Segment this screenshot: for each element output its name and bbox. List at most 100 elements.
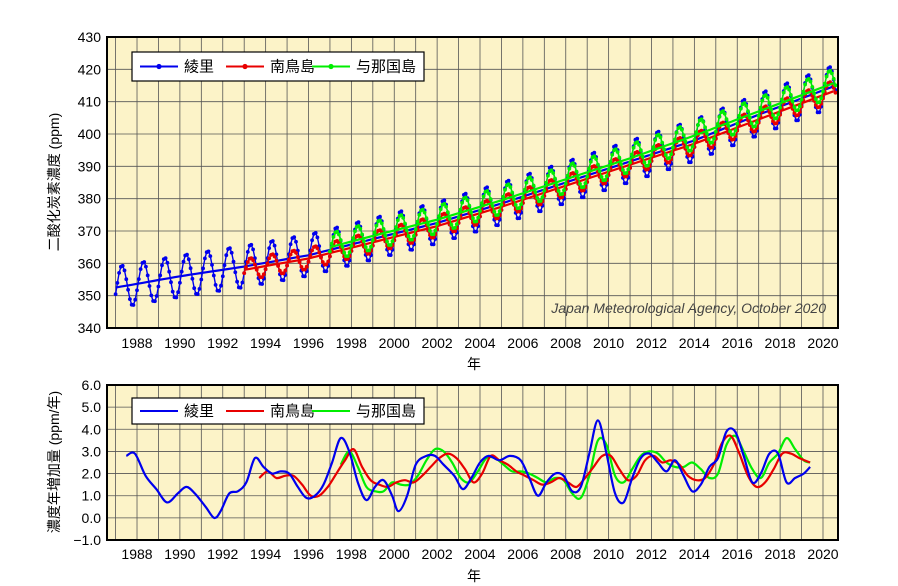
series-point-1	[688, 153, 693, 158]
series-point-2	[672, 137, 677, 142]
legend-label-1: 南鳥島	[270, 58, 315, 76]
series-point-2	[428, 228, 432, 233]
series-point-2	[746, 109, 750, 113]
series-point-1	[267, 256, 272, 261]
series-point-1	[431, 235, 436, 240]
x-tick-label: 1998	[336, 546, 367, 562]
series-point-0	[635, 136, 640, 141]
series-point-0	[345, 264, 350, 268]
series-point-2	[546, 173, 550, 178]
series-point-2	[680, 127, 684, 132]
series-point-2	[715, 122, 720, 126]
series-point-2	[362, 239, 366, 244]
series-point-0	[185, 252, 189, 257]
series-point-2	[508, 185, 513, 189]
y-tick-label: 1.0	[82, 488, 102, 504]
series-point-0	[324, 269, 329, 274]
series-point-2	[345, 254, 350, 258]
series-point-1	[287, 257, 291, 262]
series-point-2	[710, 140, 715, 145]
series-point-2	[799, 97, 804, 102]
series-point-2	[578, 182, 582, 186]
series-point-0	[145, 273, 150, 278]
x-tick-label: 2014	[679, 546, 710, 562]
series-point-0	[549, 164, 554, 169]
series-point-2	[592, 154, 597, 159]
series-point-0	[153, 299, 157, 304]
series-point-2	[353, 229, 357, 234]
series-point-2	[780, 97, 784, 102]
series-point-1	[453, 229, 457, 234]
series-point-2	[487, 191, 491, 196]
series-point-0	[624, 181, 629, 186]
series-point-2	[572, 164, 577, 168]
series-point-0	[249, 242, 254, 247]
series-point-0	[186, 257, 191, 262]
series-point-1	[294, 250, 298, 255]
series-point-1	[285, 263, 289, 268]
x-tick-label: 2012	[636, 335, 667, 351]
series-point-0	[154, 294, 159, 298]
series-point-1	[388, 246, 393, 251]
trend-line-2	[329, 82, 835, 249]
series-point-2	[492, 209, 497, 214]
series-point-2	[767, 101, 772, 105]
series-point-0	[220, 274, 225, 279]
series-point-2	[771, 113, 775, 118]
y-tick-label: 390	[78, 158, 102, 174]
series-point-0	[453, 236, 457, 241]
x-tick-label: 1988	[121, 546, 152, 562]
legend: 綾里 南鳥島 与那国島	[131, 51, 425, 82]
series-point-2	[447, 216, 452, 221]
x-tick-label: 1992	[207, 546, 238, 562]
series-point-2	[738, 106, 743, 111]
series-point-1	[263, 267, 268, 272]
x-tick-label: 2008	[550, 546, 581, 562]
series-point-2	[565, 173, 570, 178]
series-point-2	[810, 85, 815, 89]
series-point-2	[581, 185, 586, 189]
series-point-2	[369, 244, 373, 249]
x-tick-label: 2012	[636, 546, 667, 562]
series-point-1	[306, 259, 311, 264]
series-point-2	[426, 222, 431, 227]
series-point-2	[653, 138, 657, 143]
series-point-2	[529, 178, 534, 182]
growth-line-2	[339, 434, 811, 500]
series-point-0	[203, 256, 207, 261]
series-point-0	[399, 209, 404, 214]
series-point-1	[315, 246, 320, 251]
series-point-0	[169, 280, 173, 285]
series-point-2	[788, 93, 793, 97]
series-point-0	[238, 285, 243, 290]
series-point-2	[394, 225, 398, 230]
series-point-2	[337, 232, 341, 237]
series-point-2	[542, 188, 547, 193]
x-tick-label: 2020	[807, 546, 838, 562]
series-point-2	[596, 162, 600, 167]
series-point-0	[156, 284, 161, 289]
series-point-2	[433, 228, 438, 233]
series-point-2	[713, 129, 718, 134]
series-point-2	[624, 171, 629, 175]
legend-box	[131, 397, 425, 425]
series-point-2	[610, 152, 615, 157]
x-tick-label: 2010	[593, 335, 624, 351]
series-point-2	[831, 76, 836, 81]
series-point-0	[335, 225, 339, 230]
series-point-2	[519, 202, 523, 207]
series-point-1	[242, 271, 247, 275]
x-tick-label: 2006	[507, 546, 538, 562]
series-point-0	[796, 118, 800, 123]
series-point-2	[506, 182, 511, 187]
series-point-2	[797, 104, 802, 109]
series-point-2	[563, 181, 568, 186]
series-point-2	[688, 148, 693, 153]
series-point-0	[410, 247, 414, 252]
series-point-0	[592, 150, 597, 155]
series-point-2	[485, 189, 489, 193]
series-point-2	[737, 114, 741, 118]
series-point-2	[787, 87, 791, 92]
series-point-1	[474, 222, 479, 227]
y-tick-label: 0.0	[82, 510, 102, 526]
